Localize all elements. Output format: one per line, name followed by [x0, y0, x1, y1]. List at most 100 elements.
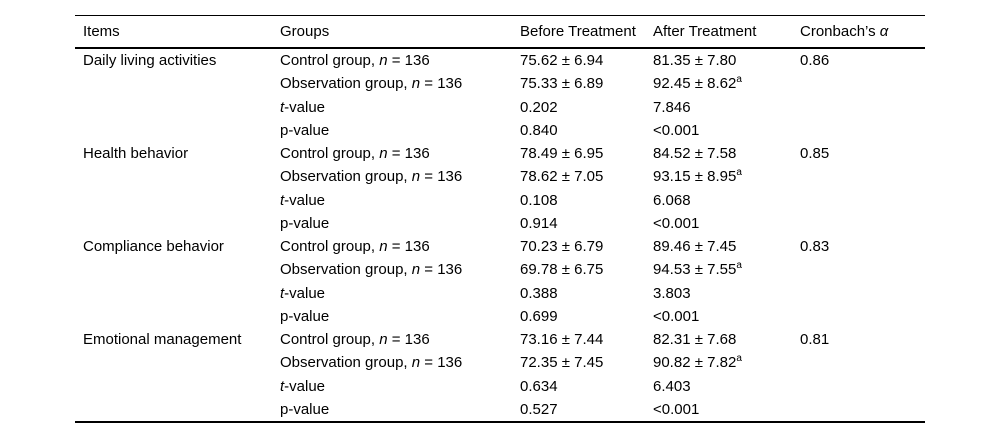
after-value-cell: 6.068	[653, 189, 800, 212]
stats-table: Items Groups Before Treatment After Trea…	[75, 15, 925, 423]
alpha-value-cell: 0.86	[800, 52, 830, 70]
after-value: 82.31 ± 7.68	[653, 331, 737, 349]
alpha-value-cell	[800, 212, 925, 235]
after-value: 6.068	[653, 191, 691, 209]
after-value-cell: 89.46 ± 7.45	[653, 235, 800, 258]
group-italic: t	[280, 377, 285, 395]
cronbach-label: Cronbach’s	[800, 23, 880, 40]
table-row: Daily living activities Control group, n…	[75, 48, 925, 72]
group-italic: n	[379, 331, 388, 349]
table-row: t-value 0.634 6.403	[75, 375, 925, 398]
after-value-cell: 82.31 ± 7.68	[653, 328, 800, 351]
after-value-cell: 81.35 ± 7.80	[653, 48, 800, 72]
group-cell: t-value	[280, 375, 520, 398]
col-header-after-treatment: After Treatment	[653, 15, 800, 49]
alpha-value-cell	[800, 165, 925, 188]
after-value: <0.001	[653, 121, 700, 139]
before-value-cell: 75.62 ± 6.94	[520, 52, 604, 70]
after-value: <0.001	[653, 307, 700, 325]
table-row: Emotional management Control group, n = …	[75, 328, 925, 351]
superscript-a: a	[736, 353, 742, 365]
group-italic: t	[280, 98, 285, 116]
group-cell: Observation group, n = 136	[280, 351, 520, 374]
after-value-cell: <0.001	[653, 305, 800, 328]
before-value-cell: 0.699	[520, 307, 558, 325]
group-cell: t-value	[280, 189, 520, 212]
after-value: 89.46 ± 7.45	[653, 238, 737, 256]
table-row: Observation group, n = 136 72.35 ± 7.45 …	[75, 351, 925, 374]
after-value-cell: 94.53 ± 7.55a	[653, 258, 800, 281]
table-row: p-value 0.914 <0.001	[75, 212, 925, 235]
before-value-cell: 75.33 ± 6.89	[520, 75, 604, 93]
after-value-cell: 90.82 ± 7.82a	[653, 351, 800, 374]
after-value: <0.001	[653, 214, 700, 232]
after-value-cell: <0.001	[653, 212, 800, 235]
item-cell: Daily living activities	[83, 52, 217, 70]
before-value-cell: 69.78 ± 6.75	[520, 261, 604, 279]
table-row: t-value 0.388 3.803	[75, 282, 925, 305]
group-cell: p-value	[280, 305, 520, 328]
col-header-before-treatment: Before Treatment	[520, 15, 653, 49]
group-text: -value	[284, 98, 326, 116]
group-cell: Control group, n = 136	[280, 328, 520, 351]
group-cell: Observation group, n = 136	[280, 165, 520, 188]
before-value-cell: 72.35 ± 7.45	[520, 354, 604, 372]
group-text: p-value	[280, 307, 330, 325]
group-text: -value	[284, 284, 326, 302]
group-cell: p-value	[280, 119, 520, 142]
table-row: Compliance behavior Control group, n = 1…	[75, 235, 925, 258]
item-cell	[75, 398, 280, 422]
group-cell: Control group, n = 136	[280, 48, 520, 72]
table-row: Observation group, n = 136 69.78 ± 6.75 …	[75, 258, 925, 281]
after-value: 90.82 ± 7.82	[653, 354, 737, 372]
after-value: 92.45 ± 8.62	[653, 75, 737, 93]
after-value: 93.15 ± 8.95	[653, 168, 737, 186]
group-text: Observation group,	[280, 261, 412, 279]
item-cell	[75, 189, 280, 212]
group-text: Control group,	[280, 52, 380, 70]
item-cell	[75, 351, 280, 374]
group-italic: t	[280, 191, 285, 209]
alpha-value-cell	[800, 72, 925, 95]
group-italic: n	[411, 354, 421, 372]
group-text: = 136	[387, 238, 430, 256]
after-value-cell: 92.45 ± 8.62a	[653, 72, 800, 95]
group-text: = 136	[387, 331, 430, 349]
before-value-cell: 78.49 ± 6.95	[520, 145, 604, 163]
group-text: Control group,	[280, 145, 380, 163]
alpha-value-cell	[800, 305, 925, 328]
alpha-value-cell: 0.85	[800, 145, 830, 163]
after-value: 84.52 ± 7.58	[653, 145, 737, 163]
alpha-value-cell	[800, 282, 925, 305]
col-header-groups: Groups	[280, 15, 520, 49]
group-italic: n	[411, 261, 421, 279]
before-value-cell: 0.914	[520, 214, 558, 232]
group-text: Observation group,	[280, 168, 412, 186]
group-cell: p-value	[280, 398, 520, 422]
after-value-cell: <0.001	[653, 398, 800, 422]
after-value-cell: 7.846	[653, 96, 800, 119]
superscript-a: a	[736, 260, 742, 272]
after-value-cell: 84.52 ± 7.58	[653, 142, 800, 165]
after-value: 94.53 ± 7.55	[653, 261, 737, 279]
item-cell	[75, 72, 280, 95]
group-italic: n	[379, 52, 388, 70]
after-value-cell: 93.15 ± 8.95a	[653, 165, 800, 188]
group-text: = 136	[420, 168, 463, 186]
item-cell	[75, 258, 280, 281]
item-cell	[75, 282, 280, 305]
table-row: p-value 0.527 <0.001	[75, 398, 925, 422]
group-italic: n	[379, 238, 388, 256]
group-text: = 136	[420, 354, 463, 372]
after-value-cell: 3.803	[653, 282, 800, 305]
group-text: Control group,	[280, 331, 380, 349]
header-row: Items Groups Before Treatment After Trea…	[75, 15, 925, 49]
superscript-a: a	[736, 167, 742, 179]
item-cell	[75, 96, 280, 119]
group-cell: t-value	[280, 96, 520, 119]
after-value: 7.846	[653, 98, 691, 116]
alpha-value-cell	[800, 258, 925, 281]
after-value: 6.403	[653, 377, 691, 395]
col-header-items: Items	[75, 15, 280, 49]
